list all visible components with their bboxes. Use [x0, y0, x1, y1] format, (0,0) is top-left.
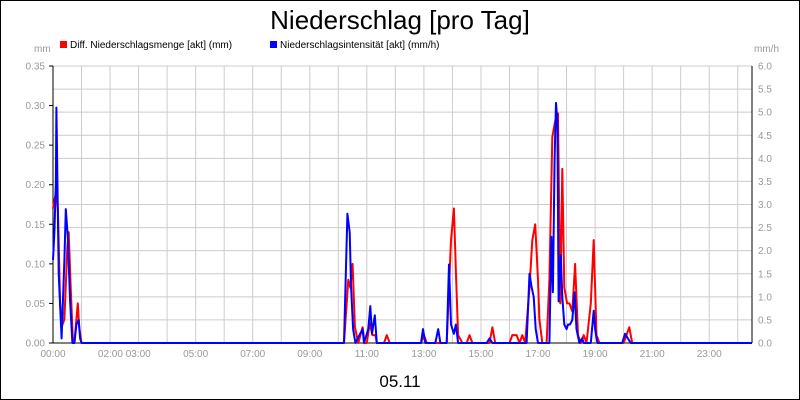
legend-swatch-red: [60, 41, 67, 48]
date-label: 05.11: [379, 372, 420, 391]
y-right-tick-label: 3.5: [758, 177, 772, 188]
x-tick-label: 23:00: [697, 349, 722, 360]
chart-title: Niederschlag [pro Tag]: [270, 5, 530, 35]
series-line-niederschlagsintensitaet: [52, 101, 752, 344]
x-tick-label: 09:00: [297, 349, 322, 360]
y-right-tick-label: 4.5: [758, 131, 772, 142]
x-tick-label: 17:00: [526, 349, 551, 360]
y-right-tick-label: 1.5: [758, 269, 772, 280]
tick-labels: 0.0 0.5 1.0 1.5 2.0 2.5 3.0 3.5 4.0 4.5 5.0 5.5 6.0 0…: [26, 62, 773, 361]
y-left-tick-label: 0.25: [26, 141, 46, 152]
data-series: [52, 101, 752, 344]
x-tick-label: 19:00: [583, 349, 608, 360]
x-tick-label: 05:00: [183, 349, 208, 360]
legend-label-niederschlagsintensitaet: Niederschlagsintensität [akt] (mm/h): [280, 40, 440, 51]
y-left-tick-label: 0.00: [26, 339, 46, 350]
y-right-tick-label: 4.0: [758, 154, 772, 165]
legend-swatch-blue: [270, 41, 277, 48]
x-tick-label: 00:00: [40, 349, 65, 360]
y-right-tick-label: 6.0: [758, 62, 772, 73]
y-right-tick-label: 3.0: [758, 200, 772, 211]
y-right-tick-label: 1.0: [758, 292, 772, 303]
y-right-tick-label: 0.0: [758, 339, 772, 350]
y-left-tick-label: 0.05: [26, 299, 46, 310]
legend-label-niederschlagsmenge: Diff. Niederschlagsmenge [akt] (mm): [70, 40, 232, 51]
y-left-tick-label: 0.35: [26, 62, 46, 73]
y-right-tick-label: 2.5: [758, 223, 772, 234]
y-left-tick-label: 0.30: [26, 101, 46, 112]
x-tick-label: 07:00: [240, 349, 265, 360]
y-right-tick-label: 2.0: [758, 246, 772, 257]
y-left-tick-label: 0.20: [26, 180, 46, 191]
x-tick-label: 13:00: [411, 349, 436, 360]
x-tick-label: 11:00: [355, 349, 380, 360]
grid-lines: [53, 65, 752, 344]
series-line-niederschlagsmenge: [52, 112, 752, 344]
x-tick-label: 21:00: [640, 349, 665, 360]
y-left-tick-label: 0.10: [26, 259, 46, 270]
y-left-tick-label: 0.15: [26, 220, 46, 231]
x-tick-label: 02:00 03:00: [98, 349, 151, 360]
y-right-tick-label: 5.0: [758, 108, 772, 119]
x-tick-label: 15:00: [468, 349, 493, 360]
y-left-unit: mm: [34, 44, 51, 55]
y-right-tick-label: 0.5: [758, 315, 772, 326]
y-right-unit: mm/h: [754, 44, 779, 55]
y-right-tick-label: 5.5: [758, 85, 772, 96]
